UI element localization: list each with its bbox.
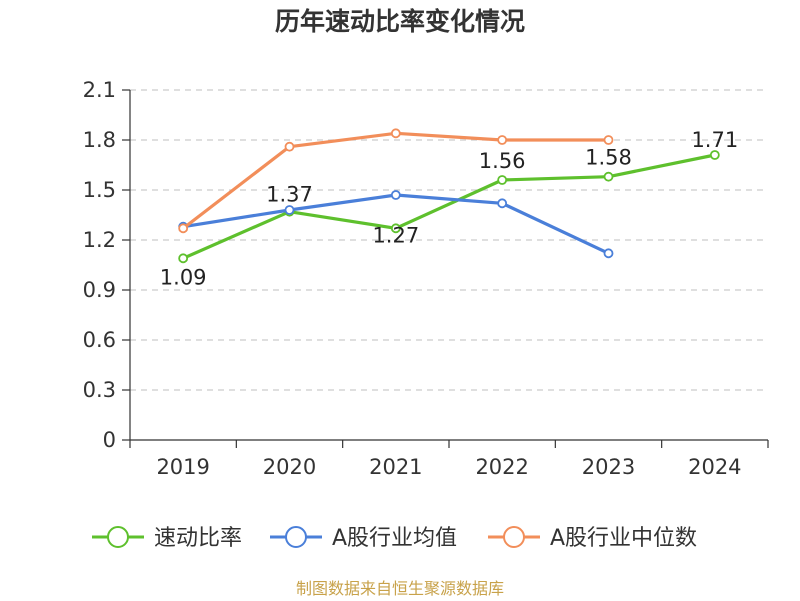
legend-marker-2	[503, 526, 525, 548]
y-tick-label: 1.5	[83, 178, 116, 202]
series-point-0	[390, 223, 401, 234]
y-tick-label: 1.2	[83, 228, 116, 252]
series-line-2	[182, 131, 609, 230]
series-line-0	[182, 153, 716, 260]
y-tick-label: 0	[103, 428, 116, 452]
series-point-0	[497, 175, 508, 185]
x-tick-label: 2019	[156, 455, 209, 479]
x-tick-label: 2021	[369, 455, 422, 479]
legend-label: A股行业均值	[332, 526, 457, 551]
series-lines	[178, 128, 720, 264]
data-label: 1.09	[160, 265, 207, 289]
legend-label: A股行业中位数	[550, 526, 697, 551]
data-label: 1.58	[585, 146, 632, 170]
y-tick-label: 0.9	[83, 278, 116, 302]
chart-title: 历年速动比率变化情况	[274, 7, 525, 36]
series-point-0	[603, 171, 614, 182]
data-label: 1.56	[479, 149, 526, 173]
series-point-2	[390, 128, 401, 139]
series-point-2	[603, 135, 614, 145]
x-tick-label: 2024	[688, 455, 741, 479]
legend-marker-1	[285, 526, 307, 548]
series-point-2	[178, 223, 189, 234]
series-point-2	[284, 141, 295, 152]
x-tick-label: 2020	[263, 455, 316, 479]
legend: 速动比率 A股行业均值 A股行业中位数	[92, 526, 697, 551]
x-tick-label: 2023	[582, 455, 635, 479]
data-label: 1.37	[266, 183, 313, 207]
series-point-1	[284, 205, 295, 215]
legend-marker-0	[107, 526, 129, 548]
y-tick-label: 0.3	[83, 378, 116, 402]
axes: 0 0.3 0.6 0.9 1.2 1.5 1.8 2.1 2019 2020 2021 2022 20…	[83, 78, 769, 479]
series-point-0	[178, 253, 189, 264]
data-source-note: 制图数据来自恒生聚源数据库	[295, 579, 504, 598]
series-point-0	[709, 150, 720, 160]
x-tick-label: 2022	[475, 455, 528, 479]
y-tick-label: 2.1	[83, 78, 116, 102]
series-point-1	[390, 190, 401, 200]
data-labels: 1.09 1.37 1.27 1.56 1.58 1.71	[160, 128, 738, 289]
y-tick-label: 0.6	[83, 328, 116, 352]
data-label: 1.27	[372, 223, 419, 247]
y-tick-label: 1.8	[83, 128, 116, 152]
data-label: 1.71	[691, 128, 738, 152]
legend-label: 速动比率	[154, 526, 242, 551]
series-point-2	[497, 135, 508, 145]
series-point-1	[603, 248, 614, 259]
grid-lines	[130, 89, 768, 391]
series-point-1	[497, 198, 508, 209]
